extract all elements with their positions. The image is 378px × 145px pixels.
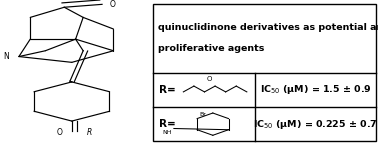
Text: R: R bbox=[87, 128, 92, 137]
Text: IC$_{50}$ (μM) = 0.225 ± 0.7: IC$_{50}$ (μM) = 0.225 ± 0.7 bbox=[253, 118, 378, 131]
Text: O: O bbox=[56, 128, 62, 137]
Bar bbox=[153, 4, 376, 141]
Text: R=: R= bbox=[159, 119, 175, 129]
Text: NH: NH bbox=[163, 130, 172, 135]
Text: proliferative agents: proliferative agents bbox=[158, 44, 264, 53]
Text: R=: R= bbox=[159, 85, 175, 95]
Text: quinuclidinone derivatives as potential anti-: quinuclidinone derivatives as potential … bbox=[158, 23, 378, 32]
Text: IC$_{50}$ (μM) = 1.5 ± 0.9: IC$_{50}$ (μM) = 1.5 ± 0.9 bbox=[260, 83, 372, 96]
Text: O: O bbox=[207, 76, 212, 83]
Text: N: N bbox=[4, 52, 9, 61]
Text: O: O bbox=[110, 0, 116, 9]
Text: Br: Br bbox=[199, 112, 206, 117]
